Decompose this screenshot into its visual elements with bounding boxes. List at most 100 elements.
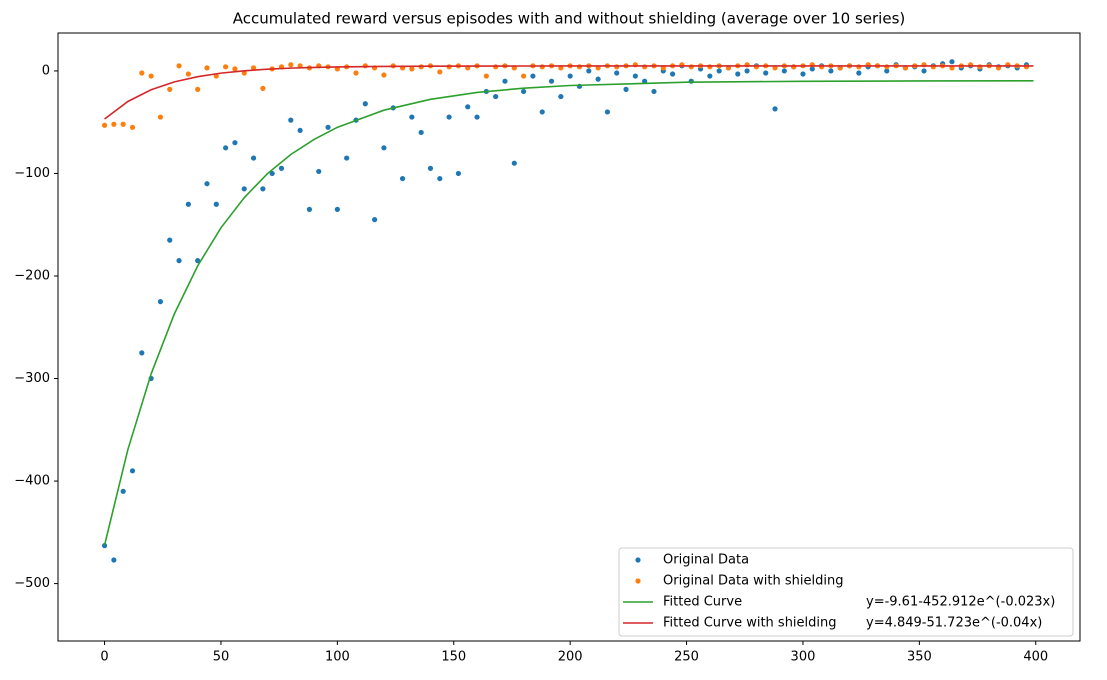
data-point [409, 114, 415, 120]
data-point [614, 70, 620, 76]
legend-box [618, 547, 1074, 637]
y-tick-label: −300 [14, 371, 50, 386]
data-point [167, 237, 173, 243]
data-point [828, 68, 834, 74]
legend-equation: y=4.849-51.723e^(-0.04x) [866, 616, 1042, 631]
data-point [250, 65, 257, 71]
data-point [167, 86, 173, 92]
data-point [977, 64, 983, 70]
data-point [204, 181, 210, 187]
data-point [930, 64, 936, 70]
data-point [502, 78, 508, 84]
data-point [344, 155, 350, 161]
data-point [288, 117, 294, 123]
data-point [120, 121, 126, 127]
data-point [325, 124, 331, 130]
data-point [176, 258, 182, 264]
legend-label: Original Data with shielding [663, 574, 843, 589]
data-point [185, 201, 191, 207]
data-point [781, 68, 787, 74]
data-point [353, 70, 359, 76]
data-point [129, 468, 136, 474]
data-point [223, 145, 229, 151]
data-point [548, 78, 555, 84]
data-point [595, 76, 601, 82]
data-point [427, 165, 434, 171]
data-point [576, 64, 583, 70]
legend-equation: y=-9.61-452.912e^(-0.023x) [866, 595, 1055, 610]
data-point [921, 68, 927, 74]
y-tick-label: −100 [14, 166, 50, 181]
x-tick-label: 150 [441, 650, 466, 665]
data-point [139, 350, 145, 356]
data-point [818, 64, 825, 70]
data-point [521, 88, 527, 95]
data-point [381, 72, 387, 78]
data-point [623, 86, 629, 92]
data-point [567, 73, 573, 79]
data-point [632, 73, 638, 79]
data-point [120, 488, 126, 494]
plot-frame [57, 32, 1081, 642]
data-point [334, 206, 340, 212]
data-point [223, 64, 229, 70]
data-point [800, 71, 806, 77]
y-tick-label: −500 [14, 576, 50, 591]
data-point [232, 140, 238, 146]
x-tick-label: 100 [325, 650, 350, 665]
chart-title: Accumulated reward versus episodes with … [233, 10, 906, 28]
plot-area [101, 59, 1034, 563]
data-point [1023, 64, 1030, 70]
data-point [558, 93, 564, 100]
fit-curve [103, 80, 1034, 546]
data-point [399, 175, 406, 182]
legend-label: Original Data [663, 553, 749, 568]
data-point [157, 114, 164, 120]
data-point [707, 64, 713, 70]
data-point [511, 160, 517, 166]
data-point [418, 129, 424, 136]
y-tick-label: −200 [14, 268, 50, 283]
data-point [791, 64, 797, 70]
data-point [101, 122, 108, 128]
data-point [744, 68, 750, 74]
data-point [614, 64, 620, 70]
data-point [707, 73, 713, 79]
data-point [111, 557, 117, 563]
x-tick-label: 350 [907, 650, 932, 665]
data-point [111, 121, 117, 127]
data-point [688, 64, 694, 70]
data-point [763, 70, 769, 76]
x-tick-label: 400 [1023, 650, 1048, 665]
data-point [949, 59, 955, 65]
data-point [381, 145, 387, 151]
data-point [483, 73, 489, 79]
data-point [604, 109, 611, 115]
legend-label: Fitted Curve [663, 595, 742, 610]
data-point [437, 69, 443, 75]
data-point [669, 71, 676, 77]
legend-label: Fitted Curve with shielding [663, 616, 837, 631]
data-point [688, 78, 694, 84]
data-point [362, 101, 368, 107]
data-point [772, 106, 778, 112]
data-point [278, 165, 285, 171]
data-point [521, 73, 527, 79]
data-point [884, 68, 890, 74]
data-point [195, 258, 201, 264]
data-point [446, 114, 452, 120]
data-point [809, 66, 815, 72]
y-tick-label: −400 [14, 474, 50, 489]
data-point [530, 73, 536, 79]
data-point [493, 64, 499, 70]
data-point [129, 124, 136, 130]
data-point [455, 170, 462, 177]
data-point [213, 201, 219, 207]
y-tick-label: 0 [42, 63, 50, 78]
data-point [195, 86, 201, 92]
data-point [651, 88, 657, 95]
data-point [642, 64, 648, 70]
data-point [148, 73, 154, 79]
data-point [856, 70, 862, 76]
